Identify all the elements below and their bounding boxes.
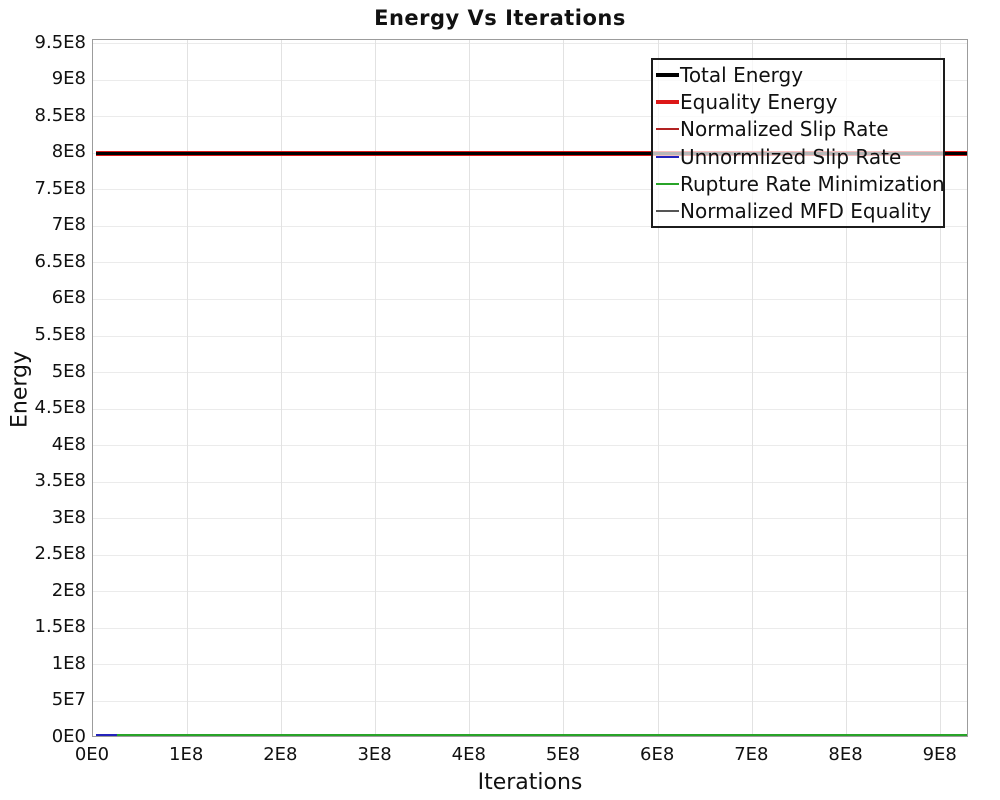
gridline-vertical bbox=[940, 40, 942, 736]
chart-title: Energy Vs Iterations bbox=[374, 6, 626, 30]
legend-label: Normalized Slip Rate bbox=[680, 117, 889, 142]
x-tick-label: 3E8 bbox=[357, 744, 392, 765]
x-tick-label: 9E8 bbox=[922, 744, 957, 765]
x-tick-label: 7E8 bbox=[734, 744, 769, 765]
gridline-horizontal bbox=[93, 189, 967, 191]
legend-label: Total Energy bbox=[680, 62, 804, 87]
gridline-horizontal bbox=[93, 481, 967, 483]
gridline-vertical bbox=[563, 40, 565, 736]
y-tick-label: 0E0 bbox=[51, 726, 86, 747]
legend-row: Total Energy bbox=[656, 62, 943, 88]
legend-swatch-line-icon bbox=[656, 99, 679, 104]
legend-swatch-line-icon bbox=[656, 155, 679, 158]
y-tick-label: 7E8 bbox=[51, 214, 86, 236]
x-axis-title: Iterations bbox=[477, 770, 583, 795]
y-tick-label: 9E8 bbox=[51, 68, 86, 90]
gridline-horizontal bbox=[93, 335, 967, 337]
legend-label: Equality Energy bbox=[680, 89, 838, 114]
x-tick-label: 6E8 bbox=[640, 744, 675, 765]
y-tick-label: 5.5E8 bbox=[34, 324, 86, 345]
x-tick-label: 0E0 bbox=[74, 744, 110, 765]
y-tick-label: 1.5E8 bbox=[34, 616, 86, 638]
x-tick-label: 2E8 bbox=[263, 744, 298, 765]
gridline-vertical bbox=[846, 40, 848, 736]
legend-swatch-line-icon bbox=[656, 182, 679, 185]
gridline-horizontal bbox=[93, 627, 967, 629]
series-line-normalized-mfd-equality bbox=[95, 735, 967, 736]
series-line-unnormlized-slip-rate bbox=[95, 734, 117, 736]
legend-label: Normalized MFD Equality bbox=[680, 199, 932, 224]
y-axis-title: Energy bbox=[7, 350, 33, 429]
legend-row: Unnormlized Slip Rate bbox=[656, 144, 943, 170]
gridline-vertical bbox=[751, 40, 753, 736]
gridline-vertical bbox=[657, 40, 659, 736]
x-tick-label: 4E8 bbox=[451, 744, 486, 765]
legend-swatch-line-icon bbox=[656, 210, 679, 213]
gridline-horizontal bbox=[93, 298, 967, 300]
gridline-horizontal bbox=[93, 408, 967, 410]
x-tick-label: 1E8 bbox=[169, 744, 204, 765]
y-tick-label: 2E8 bbox=[51, 579, 86, 601]
x-tick-label: 5E8 bbox=[545, 744, 581, 765]
gridline-horizontal bbox=[93, 79, 967, 81]
y-tick-label: 8.5E8 bbox=[34, 104, 86, 126]
legend-swatch-line-icon bbox=[656, 72, 679, 77]
series-line-rupture-rate-minimization bbox=[95, 734, 967, 736]
legend-row: Normalized MFD Equality bbox=[656, 198, 943, 224]
y-tick-label: 8E8 bbox=[51, 141, 86, 163]
x-tick-label: 8E8 bbox=[828, 744, 863, 765]
y-tick-label: 6E8 bbox=[51, 287, 86, 309]
legend-row: Normalized Slip Rate bbox=[656, 116, 943, 142]
gridline-vertical bbox=[375, 40, 377, 736]
y-tick-label: 6.5E8 bbox=[34, 250, 86, 272]
legend-label: Unnormlized Slip Rate bbox=[680, 144, 902, 169]
gridline-horizontal bbox=[93, 518, 967, 520]
gridline-horizontal bbox=[93, 445, 967, 447]
gridline-horizontal bbox=[93, 664, 967, 666]
gridline-vertical bbox=[280, 40, 282, 736]
gridline-vertical bbox=[469, 40, 471, 736]
y-tick-label: 7.5E8 bbox=[34, 177, 86, 199]
y-tick-label: 5E7 bbox=[51, 689, 86, 711]
legend-label: Rupture Rate Minimization bbox=[680, 171, 945, 196]
y-tick-label: 3.5E8 bbox=[34, 470, 86, 492]
legend-swatch-line-icon bbox=[656, 128, 679, 131]
y-tick-label: 2.5E8 bbox=[34, 543, 86, 565]
gridline-horizontal bbox=[93, 591, 967, 593]
y-tick-label: 3E8 bbox=[51, 506, 86, 528]
gridline-horizontal bbox=[93, 116, 967, 118]
y-tick-label: 9.5E8 bbox=[34, 31, 86, 53]
y-tick-label: 4.5E8 bbox=[34, 397, 86, 419]
legend-row: Rupture Rate Minimization bbox=[656, 171, 945, 197]
legend-row: Equality Energy bbox=[656, 89, 943, 115]
legend-box: Total Energy Equality Energy Normalized Sl… bbox=[651, 58, 945, 228]
gridline-horizontal bbox=[93, 700, 967, 702]
series-line-total-energy bbox=[95, 151, 967, 155]
gridline-horizontal bbox=[93, 554, 967, 556]
gridline-horizontal bbox=[93, 372, 967, 374]
y-tick-label: 4E8 bbox=[51, 433, 86, 455]
y-tick-label: 5E8 bbox=[51, 360, 86, 382]
gridline-horizontal bbox=[93, 262, 967, 264]
gridline-vertical bbox=[186, 40, 188, 736]
y-tick-label: 1E8 bbox=[51, 652, 86, 674]
gridline-horizontal bbox=[93, 43, 967, 45]
gridline-horizontal bbox=[93, 225, 967, 227]
